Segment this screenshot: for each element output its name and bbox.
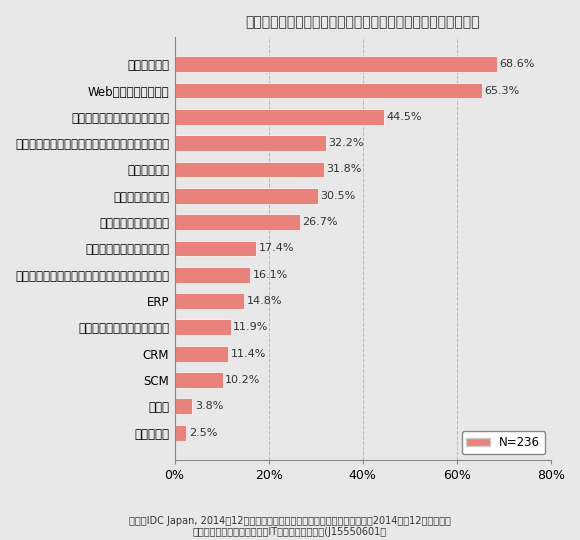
Text: 65.3%: 65.3% xyxy=(484,85,520,96)
Bar xyxy=(175,240,256,256)
Bar xyxy=(175,425,186,441)
Bar xyxy=(175,399,193,414)
Bar xyxy=(175,56,498,72)
Text: 11.9%: 11.9% xyxy=(233,322,269,333)
Bar xyxy=(175,136,326,151)
Bar xyxy=(175,267,251,282)
Text: 3.8%: 3.8% xyxy=(195,401,223,411)
Bar xyxy=(175,214,300,230)
Text: 出典：IDC Japan, 2014年12月「国内企業のストレージ利用実態に関する調査2014年ヱ12月調査版：
次世代ストレージがもたらすITインフラの変革」: 出典：IDC Japan, 2014年12月「国内企業のストレージ利用実態に関す… xyxy=(129,516,451,537)
Bar xyxy=(175,83,482,98)
Text: 11.4%: 11.4% xyxy=(231,349,266,359)
Text: 16.1%: 16.1% xyxy=(253,270,288,280)
Text: 14.8%: 14.8% xyxy=(246,296,282,306)
Text: 26.7%: 26.7% xyxy=(303,217,338,227)
Text: 30.5%: 30.5% xyxy=(320,191,356,201)
Title: サーバー仮想化で稼働しているアプリケーション（複数回答）: サーバー仮想化で稼働しているアプリケーション（複数回答） xyxy=(245,15,480,29)
Text: 2.5%: 2.5% xyxy=(188,428,217,437)
Bar xyxy=(175,372,223,388)
Bar xyxy=(175,188,318,204)
Bar xyxy=(175,320,231,335)
Text: 10.2%: 10.2% xyxy=(225,375,260,385)
Bar xyxy=(175,109,384,125)
Text: 17.4%: 17.4% xyxy=(259,244,294,253)
Legend: N=236: N=236 xyxy=(462,431,545,454)
Text: 31.8%: 31.8% xyxy=(327,165,362,174)
Bar xyxy=(175,161,324,177)
Text: 68.6%: 68.6% xyxy=(500,59,535,69)
Text: 44.5%: 44.5% xyxy=(386,112,422,122)
Text: 32.2%: 32.2% xyxy=(328,138,364,148)
Bar xyxy=(175,293,244,309)
Bar xyxy=(175,346,228,362)
